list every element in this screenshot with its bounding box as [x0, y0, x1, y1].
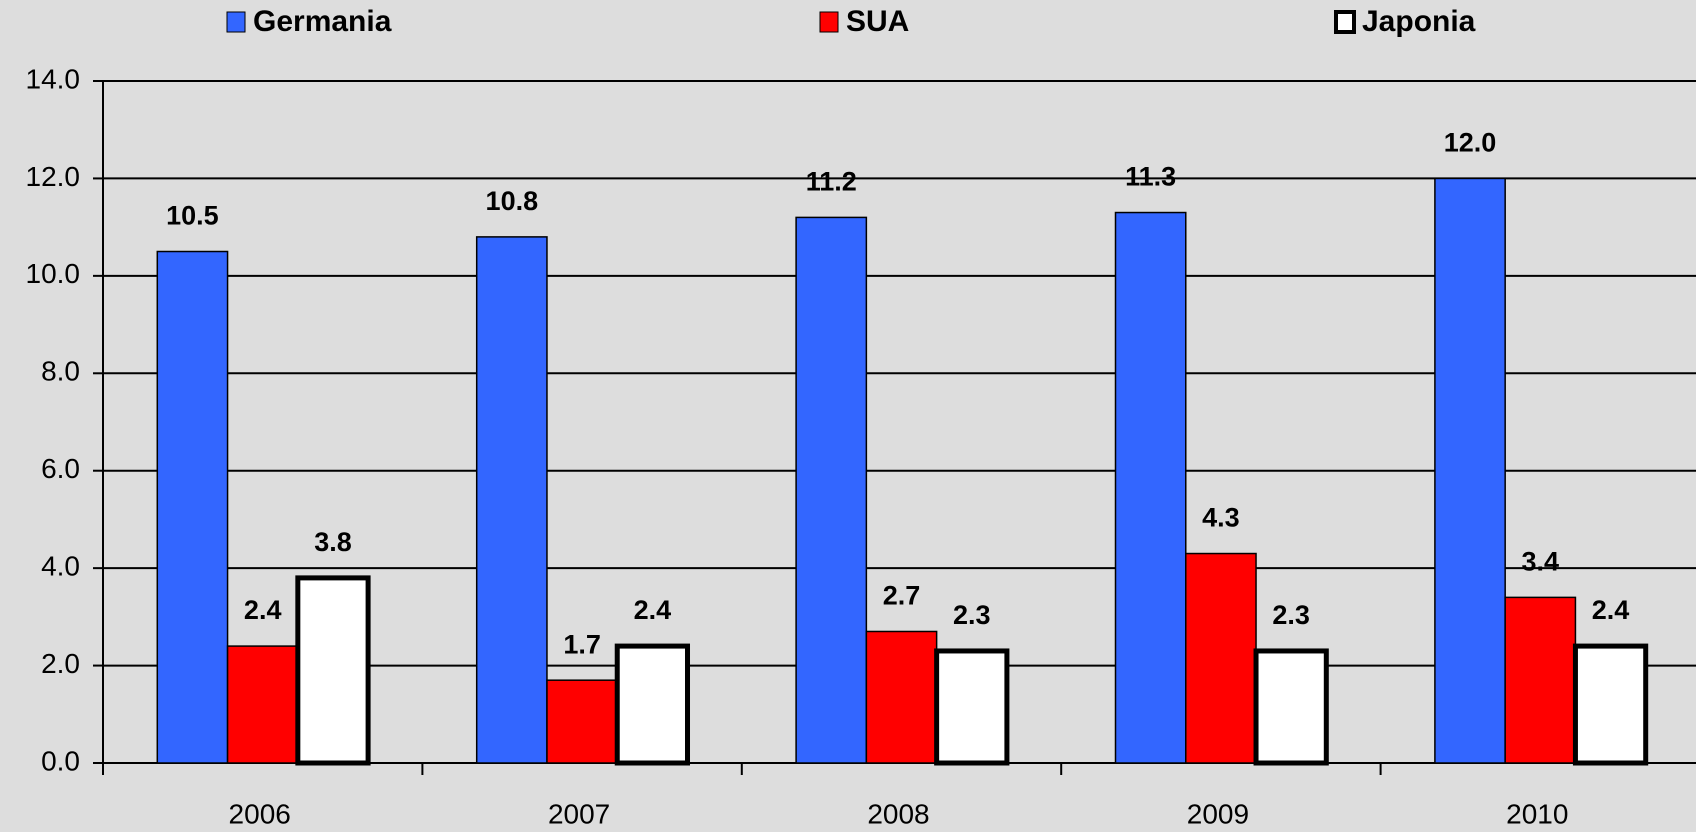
legend-label: Germania	[253, 5, 392, 38]
bar	[934, 648, 1010, 766]
data-label: 2.4	[1592, 595, 1630, 625]
bar	[865, 630, 938, 764]
bar	[226, 645, 299, 764]
legend-label: Japonia	[1362, 5, 1476, 38]
data-label: 12.0	[1444, 128, 1497, 158]
data-label: 2.3	[953, 600, 991, 630]
data-label: 11.2	[806, 167, 857, 197]
bar	[1253, 648, 1329, 766]
y-tick-label: 8.0	[41, 356, 80, 387]
data-label: 1.7	[563, 629, 601, 659]
data-label: 2.7	[883, 581, 921, 611]
y-tick-label: 14.0	[26, 63, 81, 94]
bar	[1114, 211, 1187, 764]
data-label: 10.8	[486, 186, 539, 216]
y-tick-label: 2.0	[41, 648, 80, 679]
data-label: 4.3	[1202, 503, 1240, 533]
data-label: 3.8	[314, 527, 352, 557]
x-tick-label: 2006	[229, 798, 291, 829]
legend-label: SUA	[846, 5, 909, 38]
bar	[1572, 643, 1649, 766]
bar	[295, 575, 371, 766]
x-tick-label: 2010	[1506, 798, 1568, 829]
x-tick-label: 2008	[867, 798, 929, 829]
data-label: 2.3	[1272, 600, 1310, 630]
x-tick-label: 2009	[1187, 798, 1249, 829]
legend-swatch	[819, 11, 839, 33]
legend-swatch	[226, 11, 246, 33]
bar	[1185, 552, 1257, 764]
legend-swatch	[1334, 10, 1356, 34]
bar	[1434, 177, 1506, 764]
y-tick-label: 6.0	[41, 453, 80, 484]
y-tick-label: 4.0	[41, 551, 80, 582]
data-label: 3.4	[1522, 546, 1560, 576]
bar	[795, 216, 868, 764]
y-tick-label: 12.0	[26, 161, 81, 192]
data-label: 11.3	[1125, 162, 1176, 192]
data-label: 10.5	[166, 201, 219, 231]
bar	[1504, 596, 1577, 764]
data-label: 2.4	[244, 595, 282, 625]
bar	[156, 250, 229, 764]
data-label: 2.4	[634, 595, 672, 625]
bar	[546, 679, 618, 764]
x-tick-label: 2007	[548, 798, 610, 829]
bar	[614, 643, 691, 766]
y-tick-label: 10.0	[26, 258, 81, 289]
bar	[475, 236, 548, 764]
y-tick-label: 0.0	[41, 745, 80, 776]
